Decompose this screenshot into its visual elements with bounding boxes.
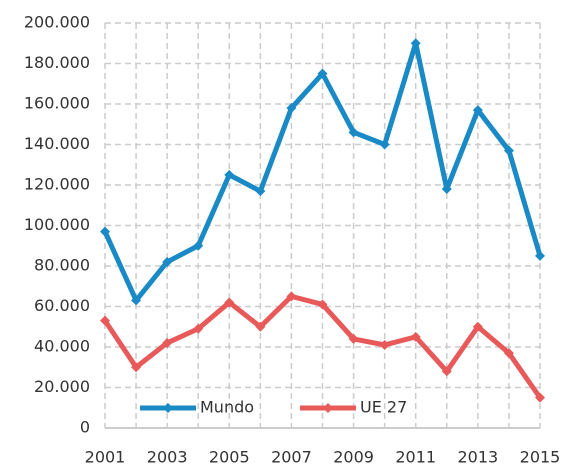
marker [193,323,204,334]
marker [441,366,452,377]
y-tick-label: 0 [80,418,90,437]
marker [503,145,514,156]
y-tick-label: 180.000 [24,53,90,72]
x-tick-label: 2007 [271,448,312,466]
y-tick-label: 60.000 [34,296,90,315]
marker [162,256,173,267]
marker [348,333,359,344]
marker [410,331,421,342]
marker [224,169,235,180]
x-tick-label: 2015 [520,448,561,466]
marker [224,297,235,308]
y-tick-label: 140.000 [24,134,90,153]
marker [348,127,359,138]
y-tick-label: 160.000 [24,94,90,113]
y-tick-label: 200.000 [24,13,90,32]
legend-marker [163,403,173,413]
marker [441,184,452,195]
x-tick-label: 2003 [147,448,188,466]
marker [100,315,110,326]
marker [379,139,390,150]
marker [317,299,328,310]
y-tick-label: 40.000 [34,337,90,356]
marker [255,321,266,332]
legend-label: UE 27 [360,398,407,417]
marker [503,348,514,359]
marker [131,362,142,373]
x-tick-label: 2005 [209,448,250,466]
marker [535,250,545,261]
x-tick-label: 2011 [395,448,436,466]
marker [317,68,328,79]
marker [535,392,545,403]
y-tick-label: 100.000 [24,215,90,234]
marker [131,295,142,306]
marker [193,240,204,251]
marker [286,103,297,114]
legend-marker [323,403,333,413]
marker [255,186,266,197]
marker [379,339,390,350]
marker [100,226,110,237]
x-tick-label: 2009 [333,448,374,466]
marker [162,337,173,348]
y-tick-label: 20.000 [34,377,90,396]
y-tick-label: 120.000 [24,175,90,194]
marker [472,105,483,116]
x-tick-label: 2013 [457,448,498,466]
legend-label: Mundo [200,398,254,417]
marker [410,38,421,49]
marker [286,291,297,302]
x-tick-label: 2001 [85,448,126,466]
y-tick-label: 80.000 [34,256,90,275]
marker [472,321,483,332]
